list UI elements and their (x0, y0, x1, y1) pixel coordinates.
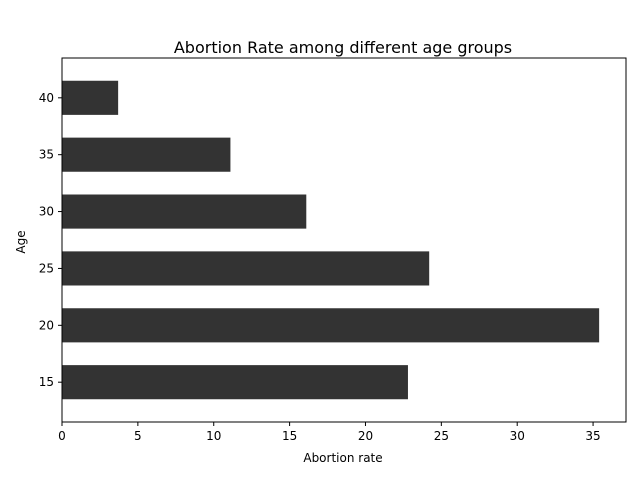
x-tick-label: 20 (358, 429, 373, 443)
bar-age-30 (62, 194, 307, 229)
y-axis-label: Age (14, 230, 28, 253)
y-axis-ticks: 15 20 25 30 35 40 (39, 91, 62, 389)
x-tick-label: 0 (58, 429, 66, 443)
y-tick-label: 20 (39, 318, 54, 332)
x-tick-label: 35 (585, 429, 600, 443)
x-tick-label: 10 (206, 429, 221, 443)
plot-frame (61, 57, 627, 423)
x-axis-ticks: 0 5 10 15 20 25 30 35 (58, 422, 601, 443)
x-axis-label: Abortion rate (303, 451, 382, 465)
x-tick-label: 30 (510, 429, 525, 443)
bar-age-35 (62, 137, 231, 172)
y-tick-label: 35 (39, 148, 54, 162)
bar-age-40 (62, 80, 119, 115)
bar-age-15 (62, 365, 408, 400)
y-tick-label: 25 (39, 261, 54, 275)
bars-group (62, 80, 600, 400)
y-tick-label: 30 (39, 205, 54, 219)
x-tick-label: 25 (434, 429, 449, 443)
chart-title: Abortion Rate among different age groups (174, 38, 512, 57)
x-tick-label: 15 (282, 429, 297, 443)
y-tick-label: 40 (39, 91, 54, 105)
x-tick-label: 5 (134, 429, 142, 443)
bar-age-25 (62, 251, 430, 286)
bar-age-20 (62, 308, 600, 343)
y-tick-label: 15 (39, 375, 54, 389)
